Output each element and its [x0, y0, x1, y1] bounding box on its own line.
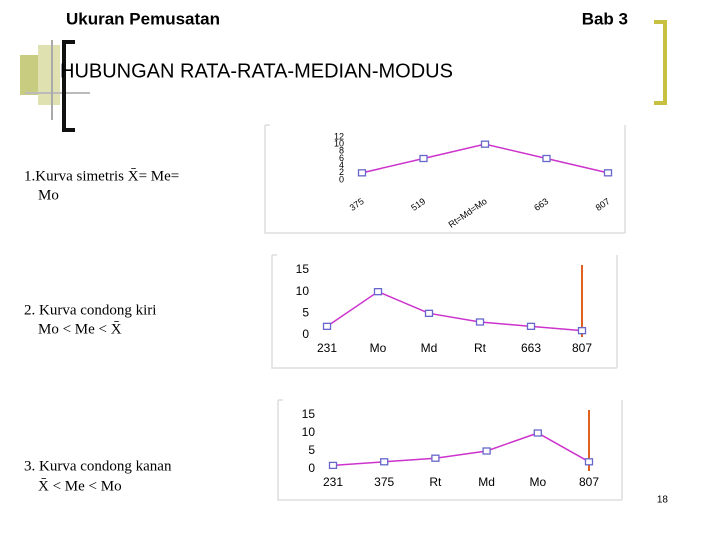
data-point: [373, 288, 383, 296]
x-tick-label: 231: [323, 475, 343, 489]
item-text: X̄ < Me < Mo: [38, 478, 122, 494]
y-tick-label: 0: [302, 327, 309, 341]
data-point: [431, 454, 440, 462]
y-tick-label: 12: [334, 131, 344, 141]
data-point: [482, 447, 491, 455]
data-point: [322, 322, 332, 330]
data-point: [533, 429, 542, 437]
x-tick-label: 663: [532, 196, 550, 213]
y-tick-label: 8: [339, 146, 344, 156]
x-tick-label: Md: [478, 475, 495, 489]
x-tick-label: 375: [348, 196, 366, 213]
x-tick-label: Rt: [429, 475, 442, 489]
y-tick-label: 10: [296, 284, 310, 298]
data-point: [380, 458, 389, 466]
data-point: [542, 154, 551, 163]
y-tick-label: 5: [308, 443, 315, 457]
x-tick-label: Mo: [529, 475, 546, 489]
y-tick-label: 0: [339, 174, 344, 184]
data-point: [424, 309, 434, 317]
x-tick-label: 807: [579, 475, 599, 489]
item-text: 2. Kurva condong kiri: [24, 302, 156, 318]
y-tick-label: 0: [308, 461, 315, 475]
data-point: [357, 169, 367, 177]
header-chapter: Bab 3: [582, 9, 628, 28]
data-point: [584, 458, 594, 466]
item-text: Mo: [38, 187, 59, 203]
slide-title: HUBUNGAN RATA-RATA-MEDIAN-MODUS: [60, 60, 453, 82]
y-tick-label: 10: [302, 425, 316, 439]
y-tick-label: 10: [334, 139, 344, 149]
x-tick-label: 519: [409, 196, 427, 213]
x-tick-label: 807: [594, 196, 612, 213]
y-tick-label: 5: [302, 306, 309, 320]
x-tick-label: Md: [421, 341, 438, 355]
data-point: [475, 318, 485, 326]
y-tick-label: 15: [302, 407, 316, 421]
data-point: [419, 154, 428, 163]
y-tick-label: 6: [339, 153, 344, 163]
chart-frame: [271, 254, 618, 369]
y-tick-label: 4: [339, 160, 344, 170]
data-line: [326, 290, 583, 332]
data-point: [603, 169, 613, 177]
x-tick-label: 663: [521, 341, 541, 355]
y-tick-label: 15: [296, 262, 310, 276]
data-point: [577, 327, 587, 335]
x-tick-label: Mo: [370, 341, 387, 355]
data-point: [526, 322, 536, 330]
item-text: 3. Kurva condong kanan: [24, 458, 172, 474]
x-tick-label: Rt=Md=Mo: [447, 196, 489, 230]
x-tick-label: 807: [572, 341, 592, 355]
data-point: [480, 140, 490, 148]
data-point: [328, 461, 338, 470]
x-tick-label: 231: [317, 341, 337, 355]
bracket: [654, 20, 667, 105]
chart-frame: [264, 124, 626, 234]
data-line: [332, 432, 590, 467]
header-topic: Ukuran Pemusatan: [66, 9, 220, 28]
decor: [38, 45, 60, 105]
x-tick-label: 375: [374, 475, 394, 489]
item-text: Mo < Me < X̄: [38, 321, 122, 337]
x-tick-label: Rt: [474, 341, 487, 355]
data-line: [361, 143, 609, 174]
y-tick-label: 2: [339, 167, 344, 177]
page-number: 18: [657, 495, 669, 506]
chart-frame: [277, 399, 623, 501]
item-text: 1.Kurva simetris X̄= Me=: [24, 168, 179, 184]
bracket: [62, 40, 75, 132]
